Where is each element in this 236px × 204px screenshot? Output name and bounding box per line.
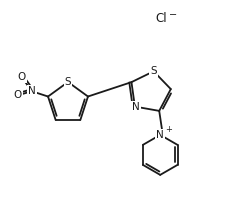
Text: S: S — [150, 66, 157, 76]
Text: S: S — [65, 77, 71, 87]
Text: O: O — [18, 72, 26, 82]
Text: N: N — [156, 130, 164, 140]
Text: Cl: Cl — [155, 11, 167, 24]
Text: −: − — [169, 10, 177, 20]
Text: N: N — [28, 86, 36, 96]
Text: +: + — [165, 125, 172, 134]
Text: O: O — [14, 90, 22, 100]
Text: N: N — [132, 102, 140, 112]
